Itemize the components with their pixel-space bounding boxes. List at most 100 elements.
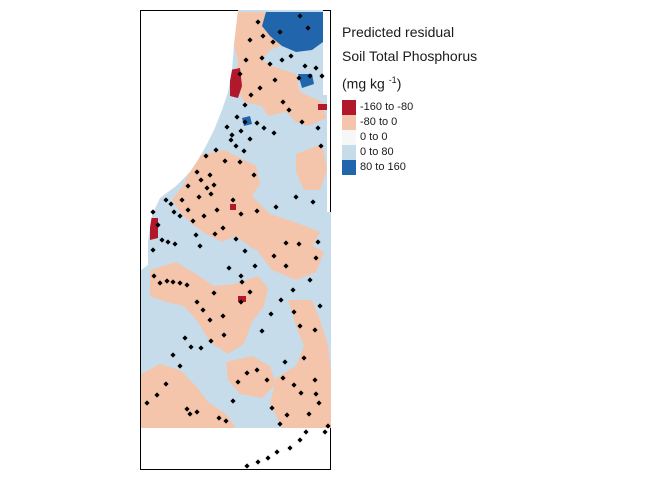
sample-point <box>151 273 157 279</box>
sample-point <box>230 398 236 404</box>
sample-point <box>168 201 174 207</box>
sample-point <box>297 13 303 19</box>
sample-point <box>265 455 271 461</box>
sample-point <box>251 172 257 178</box>
sample-point <box>293 194 299 200</box>
sample-point <box>216 415 222 421</box>
sample-point <box>184 406 190 412</box>
sample-point <box>283 240 289 246</box>
sample-point <box>170 279 176 285</box>
sample-point <box>241 148 247 154</box>
sample-point <box>221 332 227 338</box>
sample-point <box>163 381 169 387</box>
sample-point <box>193 232 199 238</box>
sample-point <box>260 33 266 39</box>
residual-zone-negative <box>141 364 236 428</box>
sample-point <box>254 208 260 214</box>
sample-point <box>237 71 243 77</box>
sample-point <box>238 273 244 279</box>
sample-point <box>291 382 297 388</box>
sample-point <box>197 243 203 249</box>
sample-point <box>220 225 226 231</box>
sample-point <box>301 355 307 361</box>
sample-point <box>235 379 241 385</box>
sample-point <box>284 412 290 418</box>
sample-point <box>270 39 276 45</box>
sample-point <box>184 282 190 288</box>
sample-point <box>297 437 303 443</box>
sample-point <box>277 421 283 427</box>
sample-point <box>164 278 170 284</box>
sample-point <box>280 99 286 105</box>
sample-point <box>150 247 156 253</box>
sample-point <box>172 241 178 247</box>
legend-items: -160 to -80 -80 to 0 0 to 0 0 to 80 80 t… <box>342 99 542 175</box>
sample-point <box>306 411 312 417</box>
sample-point <box>233 236 239 242</box>
residual-zone-low <box>318 104 328 110</box>
sample-point <box>316 400 322 406</box>
sample-point <box>252 263 258 269</box>
sample-point <box>204 185 210 191</box>
sample-point <box>188 344 194 350</box>
legend-title-line3: (mg kg -1) <box>342 68 542 96</box>
sample-point <box>194 299 200 305</box>
legend-unit-suffix: ) <box>396 75 402 92</box>
sample-point <box>322 429 328 435</box>
sample-point <box>313 391 319 397</box>
sample-point <box>187 411 193 417</box>
sample-point <box>233 143 239 149</box>
sample-point <box>177 213 183 219</box>
sample-point <box>264 377 270 383</box>
sample-point <box>214 207 220 213</box>
sample-point <box>238 128 244 134</box>
sample-point <box>312 327 318 333</box>
sample-point <box>207 317 213 323</box>
sample-point <box>228 137 234 143</box>
residual-zone-low <box>230 204 236 210</box>
legend-label: 0 to 80 <box>360 146 394 159</box>
sample-point <box>259 328 265 334</box>
legend-unit-prefix: (mg kg <box>342 75 389 92</box>
legend-swatch-white <box>342 129 356 145</box>
sample-point <box>190 218 196 224</box>
state-area <box>141 10 331 428</box>
sample-point <box>211 290 217 296</box>
residual-zone-negative <box>232 12 326 126</box>
sample-point <box>171 209 177 215</box>
sample-point <box>271 253 277 259</box>
residual-zone-high <box>262 12 323 52</box>
sample-point <box>211 182 217 188</box>
sample-point <box>163 197 169 203</box>
sample-point <box>302 63 308 69</box>
sample-point <box>185 183 191 189</box>
sample-point <box>247 289 253 295</box>
sample-point <box>203 153 209 159</box>
sample-point <box>220 313 226 319</box>
sample-point <box>288 53 294 59</box>
sample-point <box>196 194 202 200</box>
sample-point <box>282 359 288 365</box>
residual-zone-negative <box>172 150 320 260</box>
sample-point <box>157 280 163 286</box>
legend-swatch-light-blue <box>342 144 356 160</box>
sample-point <box>277 29 283 35</box>
residual-zone-negative <box>296 144 327 190</box>
sample-point <box>310 199 316 205</box>
sample-point <box>213 147 219 153</box>
sample-point <box>226 265 232 271</box>
sample-point <box>177 280 183 286</box>
sample-point <box>177 363 183 369</box>
sample-point <box>242 119 248 125</box>
sample-point <box>303 429 309 435</box>
legend-swatch-dark-blue <box>342 159 356 175</box>
sample-point <box>208 191 214 197</box>
residual-zone-low <box>150 218 158 240</box>
sample-point <box>182 335 188 341</box>
sample-point <box>257 85 263 91</box>
sample-point <box>165 239 171 245</box>
sample-point <box>208 338 214 344</box>
sample-point <box>238 299 244 305</box>
sample-point <box>290 287 296 293</box>
sample-point <box>194 409 200 415</box>
